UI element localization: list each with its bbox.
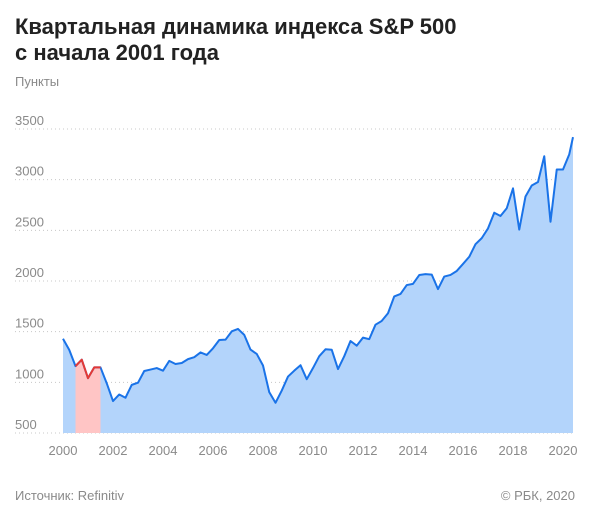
y-tick-label: 3000 [15,164,44,179]
chart-title: с начала 2001 года [15,40,220,65]
x-tick-label: 2010 [299,443,328,458]
x-tick-label: 2020 [549,443,578,458]
source: Источник: Refinitiv [15,488,124,503]
highlight-area [75,359,101,433]
area [63,137,573,433]
y-tick-label: 500 [15,417,37,432]
y-tick-label: 2500 [15,214,44,229]
subtitle: Пункты [15,74,59,89]
x-tick-label: 2016 [449,443,478,458]
copyright: © РБК, 2020 [501,488,575,503]
x-tick-label: 2004 [149,443,178,458]
x-tick-label: 2002 [99,443,128,458]
y-tick-label: 3500 [15,113,44,128]
chart-title: Квартальная динамика индекса S&P 500 [15,14,456,39]
highlight-line [74,358,101,380]
x-tick-label: 2008 [249,443,278,458]
x-tick-label: 2014 [399,443,428,458]
y-tick-label: 1500 [15,316,44,331]
y-tick-label: 1000 [15,366,44,381]
x-tick-label: 2006 [199,443,228,458]
x-tick-label: 2012 [349,443,378,458]
line [62,136,574,404]
x-tick-label: 2018 [499,443,528,458]
y-tick-label: 2000 [15,265,44,280]
x-tick-label: 2000 [49,443,78,458]
